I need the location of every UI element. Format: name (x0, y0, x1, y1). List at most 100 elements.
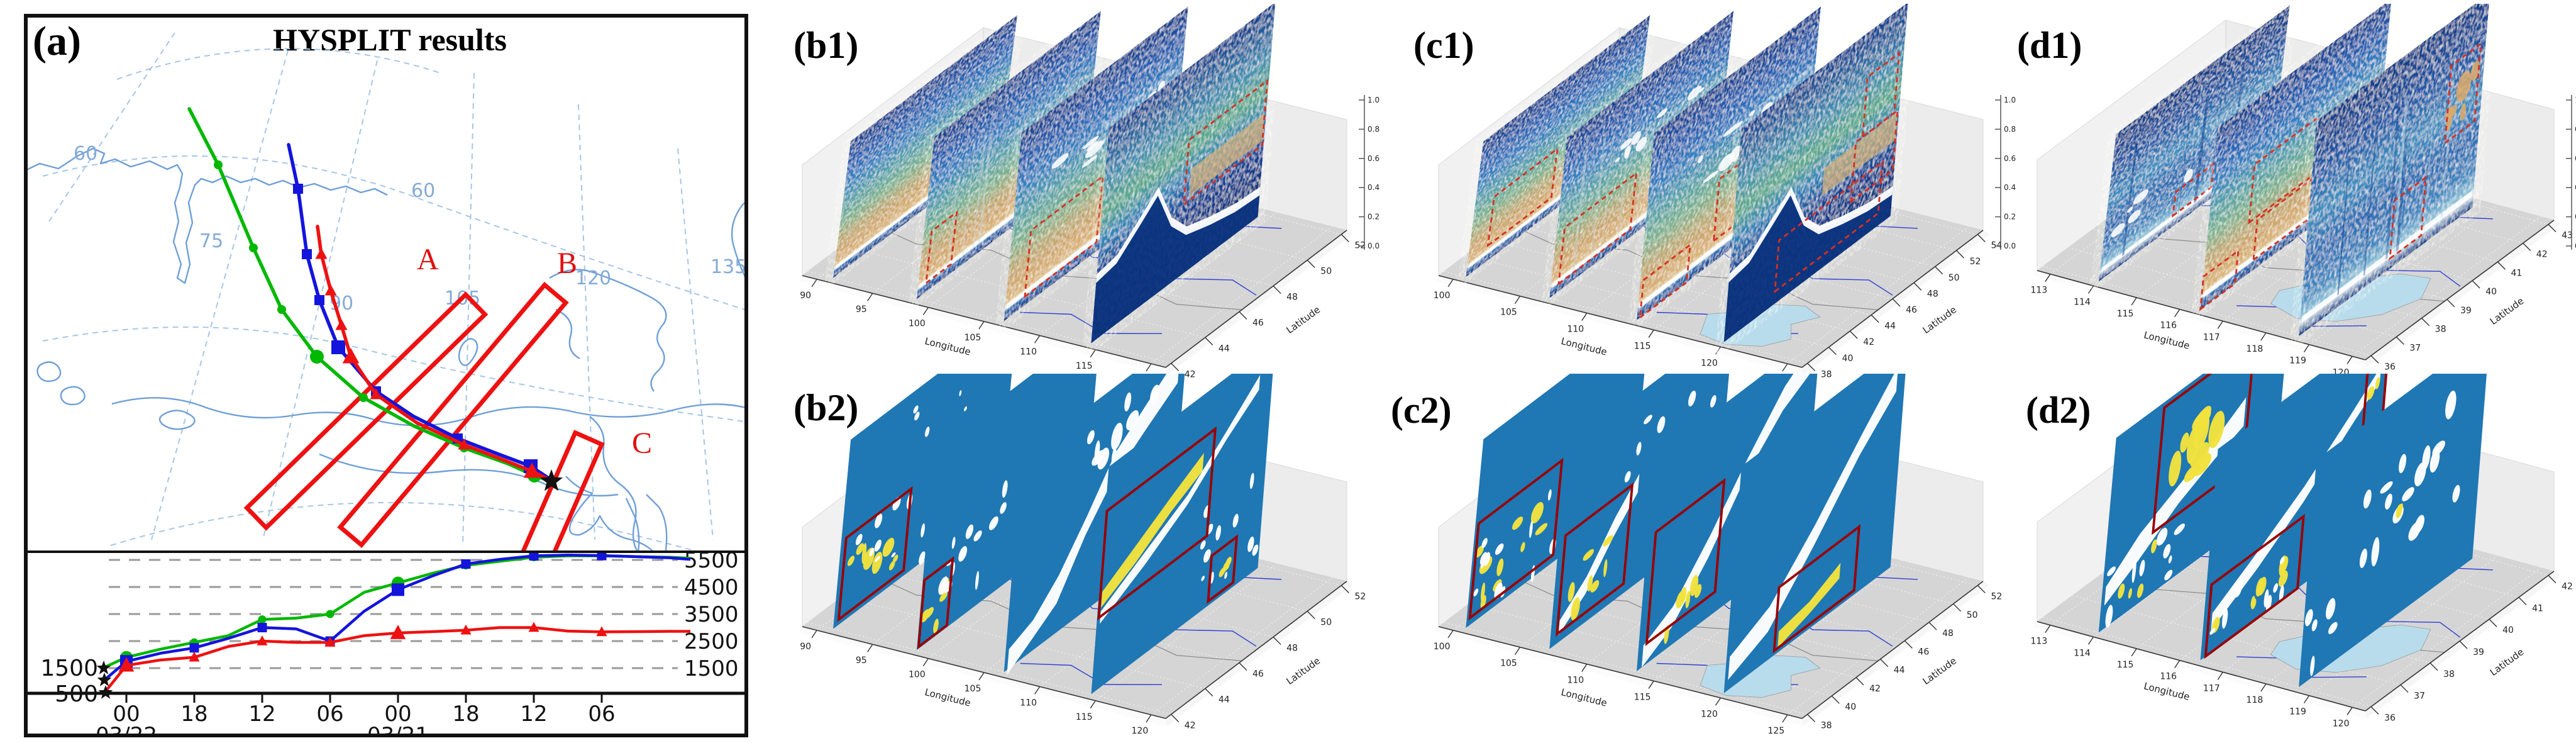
lon-tick-label: 115 (1634, 692, 1651, 702)
lon-tick-label: 117 (2203, 683, 2220, 693)
lon-tick (1581, 313, 1588, 321)
lat-axis-title: Latitude (2488, 646, 2526, 678)
lon-tick (867, 293, 873, 301)
curtain-c2-1 (1549, 374, 1734, 649)
mask-blob (1520, 542, 1525, 552)
curtain-b2-3 (1091, 374, 1276, 695)
mask-blob (1694, 584, 1702, 598)
curtain-c2-2 (1636, 374, 1821, 671)
cloud-blob (2126, 206, 2133, 213)
cloud-blob (1698, 155, 1703, 164)
mask-band (1777, 562, 1841, 649)
z-tick-label: 0.8 (2004, 125, 2016, 133)
z-tick-label: 0.4 (2004, 183, 2016, 192)
floor-edge (2365, 220, 2560, 367)
panel-c2-plot: 100 105 110 115 120 125 38 40 42 44 46 48 50 52 Longit… (1434, 374, 2002, 736)
cloud-blob (1635, 137, 1647, 152)
mask-blob (2414, 462, 2426, 487)
mask-blob (875, 513, 883, 528)
lat-tick-label: 48 (1927, 289, 1938, 299)
lon-tick-label: 120 (1132, 726, 1149, 736)
coastline (555, 308, 580, 360)
mask-blob (919, 551, 926, 565)
lon-axis-title: Longitude (2143, 329, 2191, 352)
mask-blob (2452, 484, 2460, 503)
mask-blob (2279, 585, 2284, 602)
mask-blob (2456, 70, 2472, 103)
right-axis-label: 1500 (684, 656, 739, 681)
lat-tick (1913, 282, 1922, 291)
lat-tick-label: 50 (1320, 618, 1332, 628)
mask-blob (1636, 442, 1642, 455)
curtain-c2-0 (1466, 374, 1650, 628)
lon-tick-label: 120 (1701, 358, 1718, 368)
lon-tick (2303, 695, 2310, 704)
streak (978, 133, 993, 244)
lat-tick (2459, 640, 2468, 649)
mask-band (1100, 374, 1261, 624)
lat-tick-label: 42 (1869, 684, 1881, 694)
floor-edge (1802, 230, 1989, 375)
mask-blob (892, 496, 901, 511)
z-tick-label: 0.2 (2575, 213, 2576, 221)
mask-blob (2251, 598, 2257, 610)
trajectory-1000m-marker (257, 623, 267, 632)
panel-label-d2: (d2) (2026, 389, 2091, 431)
z-tick-label: 0.8 (2575, 125, 2576, 133)
mask-blob (1495, 543, 1504, 555)
trajectory-500m-marker (596, 626, 607, 637)
mask-blob (913, 405, 919, 414)
mask-blob (1111, 422, 1123, 450)
lon-tick (2045, 274, 2051, 282)
lon-tick-label: 115 (1076, 712, 1093, 722)
curtain-fill (2200, 4, 2392, 310)
z-tick-label: 0.4 (1368, 183, 1379, 192)
lon-tick (1146, 714, 1152, 723)
lat-tick (1871, 315, 1879, 323)
mask-blob (874, 539, 882, 552)
mask-blob (1603, 559, 1608, 578)
mask-blob (1587, 575, 1593, 592)
mask-blob (2257, 576, 2267, 596)
highlight-box (1024, 174, 1104, 299)
lat-tick (1953, 603, 1962, 612)
mask-blob (2208, 410, 2225, 449)
lon-tick-label: 114 (2074, 648, 2091, 658)
floor-grid (1151, 577, 1333, 715)
cloud-blob (1620, 138, 1632, 150)
lat-tick-label: 44 (1219, 344, 1230, 354)
floor-grid (2093, 145, 2282, 286)
lat-tick (1935, 266, 1943, 275)
coastline (319, 453, 619, 497)
mask-blob (1483, 552, 1491, 566)
streak (2392, 100, 2408, 255)
lat-tick-label: 43 (2562, 231, 2573, 241)
right-axis-label: 4500 (684, 575, 739, 600)
lon-tick (1648, 681, 1654, 689)
mask-blob (856, 543, 865, 556)
mask-blob (1496, 558, 1504, 576)
graticule-label: 135 (710, 256, 746, 278)
mask-blob (1473, 588, 1479, 596)
mask-blob (888, 561, 895, 571)
lon-tick (1514, 296, 1521, 304)
highlight-box (2389, 175, 2427, 260)
cloud-blob (1051, 153, 1069, 169)
mask-blob (882, 537, 895, 557)
mask-blob (2363, 489, 2372, 509)
floor-edge (2033, 622, 2367, 718)
lat-tick-label: 41 (2511, 268, 2523, 278)
lat-tick (2421, 318, 2430, 327)
lon-tick (2087, 285, 2094, 294)
start-star (97, 673, 112, 686)
lat-tick-label: 38 (1821, 369, 1832, 379)
mask-blob (1571, 597, 1580, 621)
lat-axis-title: Latitude (1285, 655, 1323, 687)
trajectory-1500m-marker (214, 160, 223, 169)
trajectory-500m-marker-major (342, 348, 360, 364)
mask-blob (1481, 562, 1484, 569)
highlight-box (1097, 426, 1217, 621)
z-tick-label: 0.6 (2004, 154, 2016, 163)
lon-tick (2303, 344, 2310, 353)
